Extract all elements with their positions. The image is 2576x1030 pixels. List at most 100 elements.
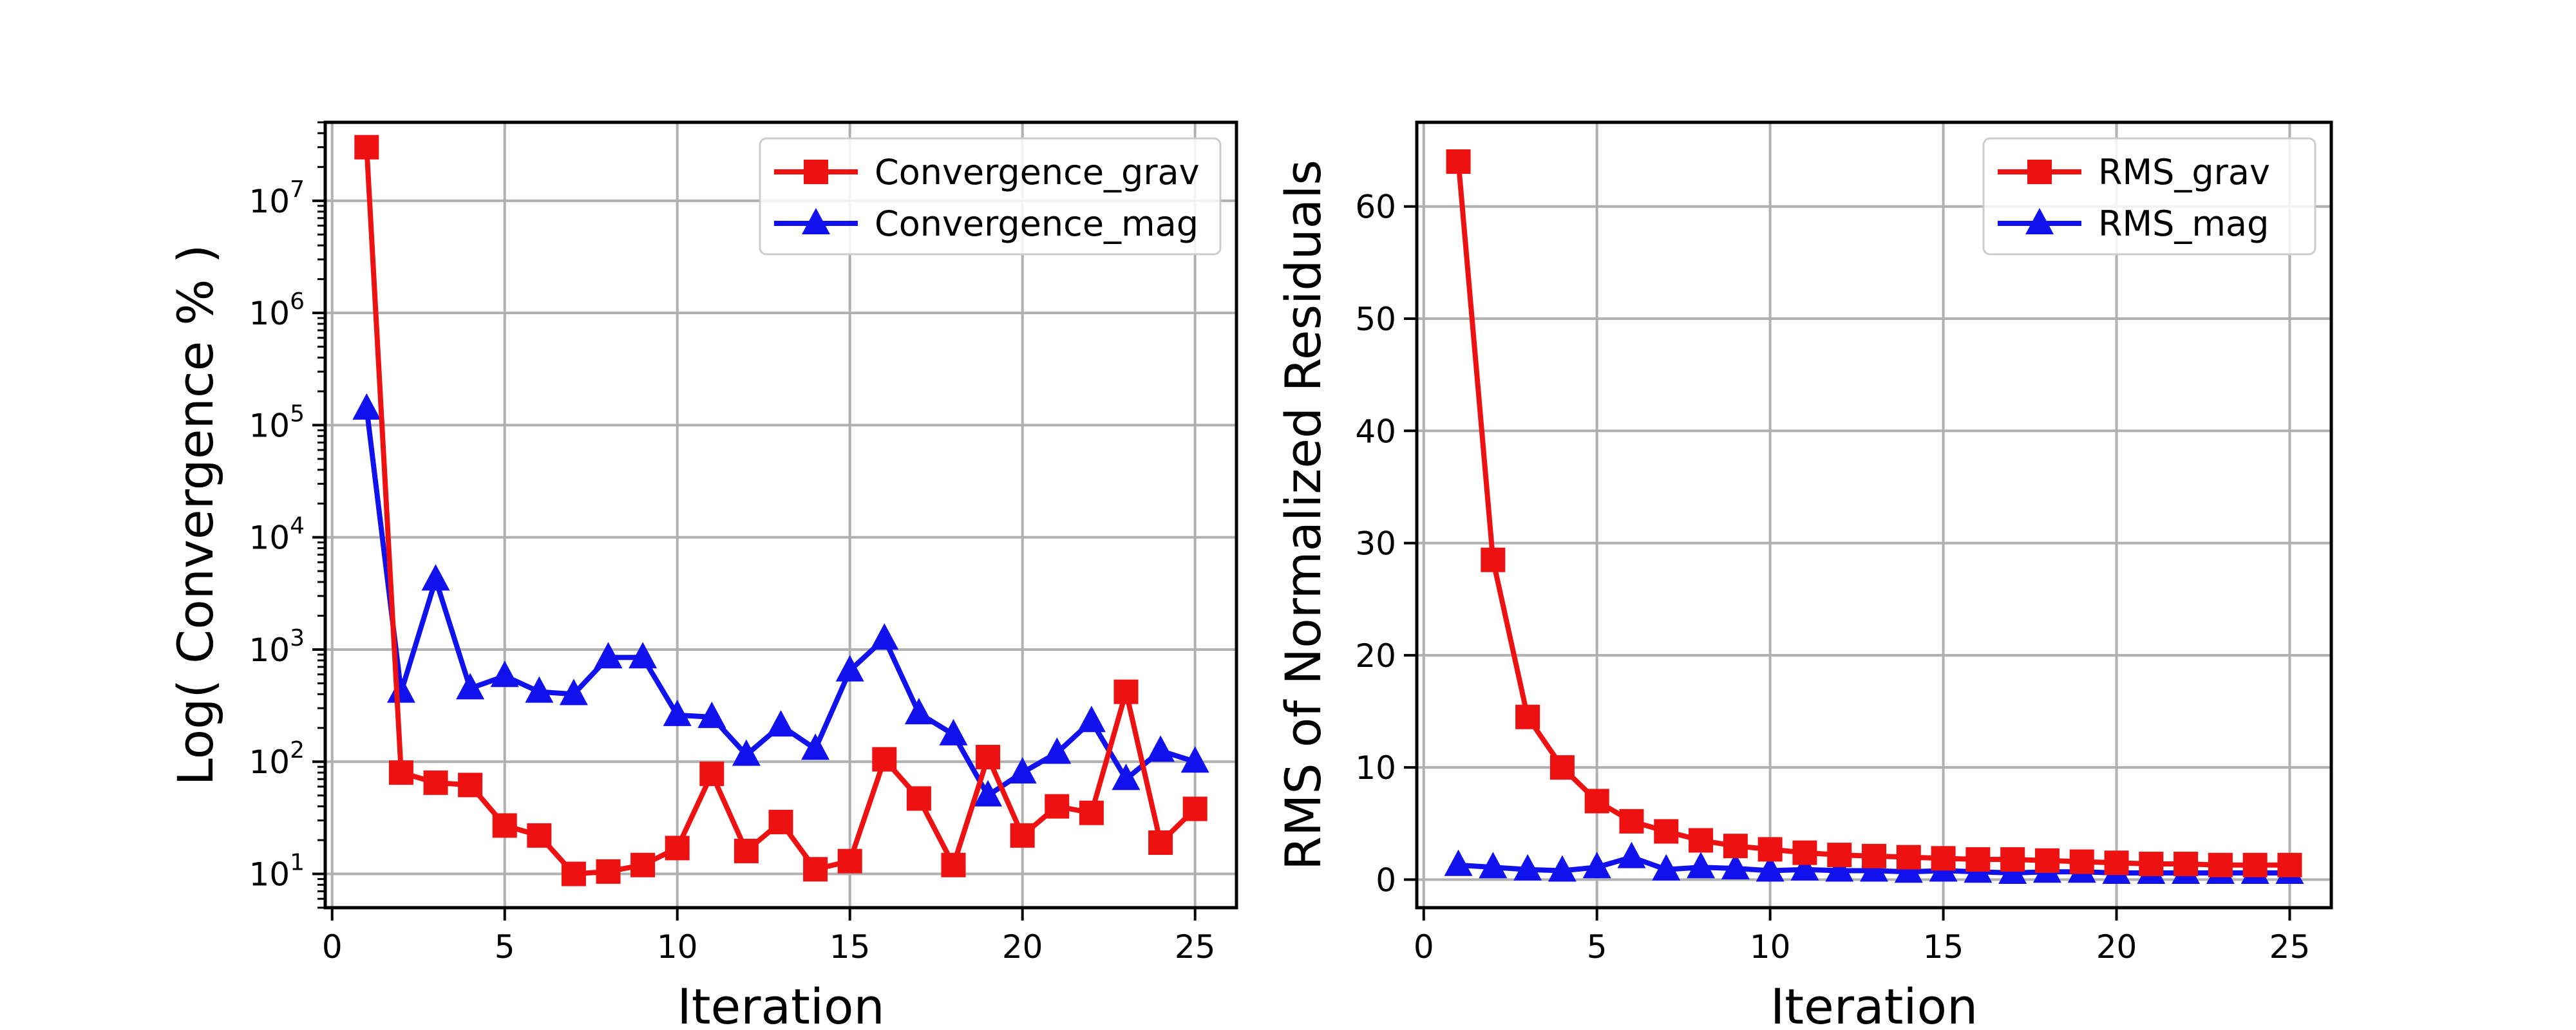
left-x-tick-label-4: 20 bbox=[1002, 928, 1043, 966]
right-point-RMS_grav-8 bbox=[1723, 834, 1748, 859]
left-point-Convergence_mag-23 bbox=[1146, 735, 1175, 762]
left-point-Convergence_mag-14 bbox=[835, 655, 864, 682]
left-y-tick-label-4: 105 bbox=[249, 400, 305, 444]
left-point-Convergence_grav-10 bbox=[699, 762, 724, 787]
right-point-RMS_grav-11 bbox=[1827, 843, 1852, 868]
left-legend-marker-1 bbox=[802, 208, 830, 234]
left-point-Convergence_mag-6 bbox=[559, 679, 588, 706]
left-point-Convergence_grav-21 bbox=[1079, 800, 1104, 825]
right-x-tick-label-1: 5 bbox=[1587, 928, 1607, 966]
left-point-Convergence_grav-8 bbox=[630, 852, 656, 877]
right-point-RMS_grav-13 bbox=[1896, 845, 1921, 870]
left-point-Convergence_mag-9 bbox=[663, 699, 692, 726]
right-point-RMS_mag-0 bbox=[1444, 849, 1473, 876]
left-y-tick-label-5: 106 bbox=[249, 288, 305, 332]
left-point-Convergence_grav-11 bbox=[734, 838, 759, 863]
right-y-tick-label-0: 0 bbox=[1376, 861, 1396, 899]
right-point-RMS_mag-3 bbox=[1548, 855, 1577, 882]
right-point-RMS_grav-9 bbox=[1757, 837, 1783, 862]
left-point-Convergence_grav-4 bbox=[492, 813, 517, 838]
left-series-line-Convergence_mag bbox=[364, 408, 1196, 798]
left-series-Convergence_grav bbox=[354, 135, 1208, 886]
right-point-RMS_mag-10 bbox=[1790, 854, 1819, 881]
left-point-Convergence_mag-20 bbox=[1043, 737, 1072, 764]
left-point-Convergence_mag-7 bbox=[594, 642, 623, 669]
right-point-RMS_grav-4 bbox=[1584, 789, 1609, 814]
left-y-tick-label-2: 103 bbox=[249, 625, 305, 669]
right-legend-label-1: RMS_mag bbox=[2098, 203, 2269, 244]
right-point-RMS_grav-10 bbox=[1792, 840, 1817, 865]
right-point-RMS_grav-24 bbox=[2277, 852, 2302, 877]
right-point-RMS_mag-5 bbox=[1617, 841, 1646, 868]
left-point-Convergence_mag-11 bbox=[732, 739, 761, 766]
left-point-Convergence_grav-16 bbox=[906, 786, 931, 811]
right-y-tick-label-3: 30 bbox=[1355, 525, 1396, 563]
right-chart-rms: 0 5 10 15 20 25 0 10 20 30 40 50 60 Iteration RMS of N… bbox=[1274, 120, 2333, 1030]
left-series-line-Convergence_grav bbox=[364, 147, 1197, 877]
right-point-RMS_grav-6 bbox=[1654, 819, 1679, 844]
left-point-Convergence_grav-9 bbox=[665, 836, 690, 861]
right-point-RMS_mag-6 bbox=[1652, 854, 1681, 881]
right-point-RMS_grav-1 bbox=[1481, 547, 1506, 572]
left-point-Convergence_mag-12 bbox=[766, 710, 795, 737]
right-legend-label-0: RMS_grav bbox=[2098, 152, 2270, 192]
right-point-RMS_grav-21 bbox=[2174, 852, 2199, 877]
left-point-Convergence_grav-22 bbox=[1113, 679, 1139, 704]
right-point-RMS_grav-15 bbox=[1965, 847, 1991, 872]
right-x-tick-label-5: 25 bbox=[2269, 928, 2311, 966]
right-x-tick-label-0: 0 bbox=[1414, 928, 1434, 966]
left-x-tick-label-0: 0 bbox=[322, 928, 343, 966]
right-legend-marker-1 bbox=[2025, 208, 2054, 234]
left-plot-frame bbox=[323, 120, 1238, 910]
left-legend-label-1: Convergence_mag bbox=[875, 203, 1198, 244]
left-x-axis-label: Iteration bbox=[677, 978, 884, 1030]
right-point-RMS_grav-20 bbox=[2139, 852, 2164, 877]
right-point-RMS_mag-9 bbox=[1756, 855, 1785, 882]
left-point-Convergence_grav-6 bbox=[561, 861, 586, 886]
left-point-Convergence_grav-15 bbox=[872, 747, 897, 772]
left-point-Convergence_grav-18 bbox=[976, 745, 1001, 770]
left-point-Convergence_grav-23 bbox=[1148, 830, 1173, 855]
left-point-Convergence_grav-14 bbox=[837, 848, 862, 874]
left-series-Convergence_mag bbox=[352, 393, 1209, 807]
left-point-Convergence_grav-5 bbox=[527, 823, 552, 848]
right-point-RMS_grav-3 bbox=[1549, 755, 1575, 780]
left-y-tick-label-6: 107 bbox=[249, 176, 305, 220]
left-point-Convergence_mag-24 bbox=[1180, 746, 1209, 773]
right-y-axis-label: RMS of Normalized Residuals bbox=[1274, 160, 1332, 870]
left-point-Convergence_mag-13 bbox=[801, 733, 830, 760]
right-point-RMS_mag-2 bbox=[1513, 854, 1542, 881]
right-y-tick-label-5: 50 bbox=[1355, 301, 1396, 338]
right-y-tick-label-4: 40 bbox=[1355, 413, 1396, 450]
left-y-tick-label-0: 101 bbox=[249, 850, 305, 894]
left-point-Convergence_grav-17 bbox=[941, 852, 966, 877]
right-point-RMS_mag-13 bbox=[1894, 856, 1923, 883]
left-x-tick-label-1: 5 bbox=[495, 928, 515, 966]
right-x-tick-label-4: 20 bbox=[2096, 928, 2137, 966]
right-point-RMS_grav-12 bbox=[1862, 843, 1886, 868]
right-point-RMS_grav-5 bbox=[1619, 809, 1644, 834]
left-point-Convergence_mag-10 bbox=[697, 701, 726, 728]
left-x-tick-label-3: 15 bbox=[829, 928, 871, 966]
right-x-axis-label: Iteration bbox=[1770, 978, 1978, 1030]
right-point-RMS_mag-8 bbox=[1721, 853, 1750, 879]
left-legend-box bbox=[759, 137, 1222, 256]
right-point-RMS_mag-12 bbox=[1860, 855, 1888, 882]
left-y-tick-label-1: 102 bbox=[249, 737, 305, 781]
right-point-RMS_grav-19 bbox=[2104, 850, 2129, 876]
right-y-tick-label-1: 10 bbox=[1355, 749, 1396, 787]
left-point-Convergence_mag-18 bbox=[974, 780, 1003, 807]
left-x-tick-label-2: 10 bbox=[657, 928, 698, 966]
left-legend-label-0: Convergence_grav bbox=[875, 152, 1200, 192]
left-point-Convergence_grav-12 bbox=[768, 809, 793, 834]
left-point-Convergence_mag-21 bbox=[1077, 706, 1106, 733]
left-point-Convergence_grav-19 bbox=[1010, 823, 1035, 848]
left-point-Convergence_grav-24 bbox=[1182, 796, 1208, 821]
right-plot-frame bbox=[1415, 120, 2333, 910]
right-y-tick-label-6: 60 bbox=[1355, 189, 1396, 226]
left-point-Convergence_mag-19 bbox=[1008, 757, 1037, 784]
left-point-Convergence_mag-1 bbox=[386, 676, 415, 703]
right-point-RMS_mag-11 bbox=[1825, 855, 1854, 882]
right-point-RMS_grav-2 bbox=[1515, 704, 1540, 729]
left-point-Convergence_mag-15 bbox=[870, 623, 899, 650]
